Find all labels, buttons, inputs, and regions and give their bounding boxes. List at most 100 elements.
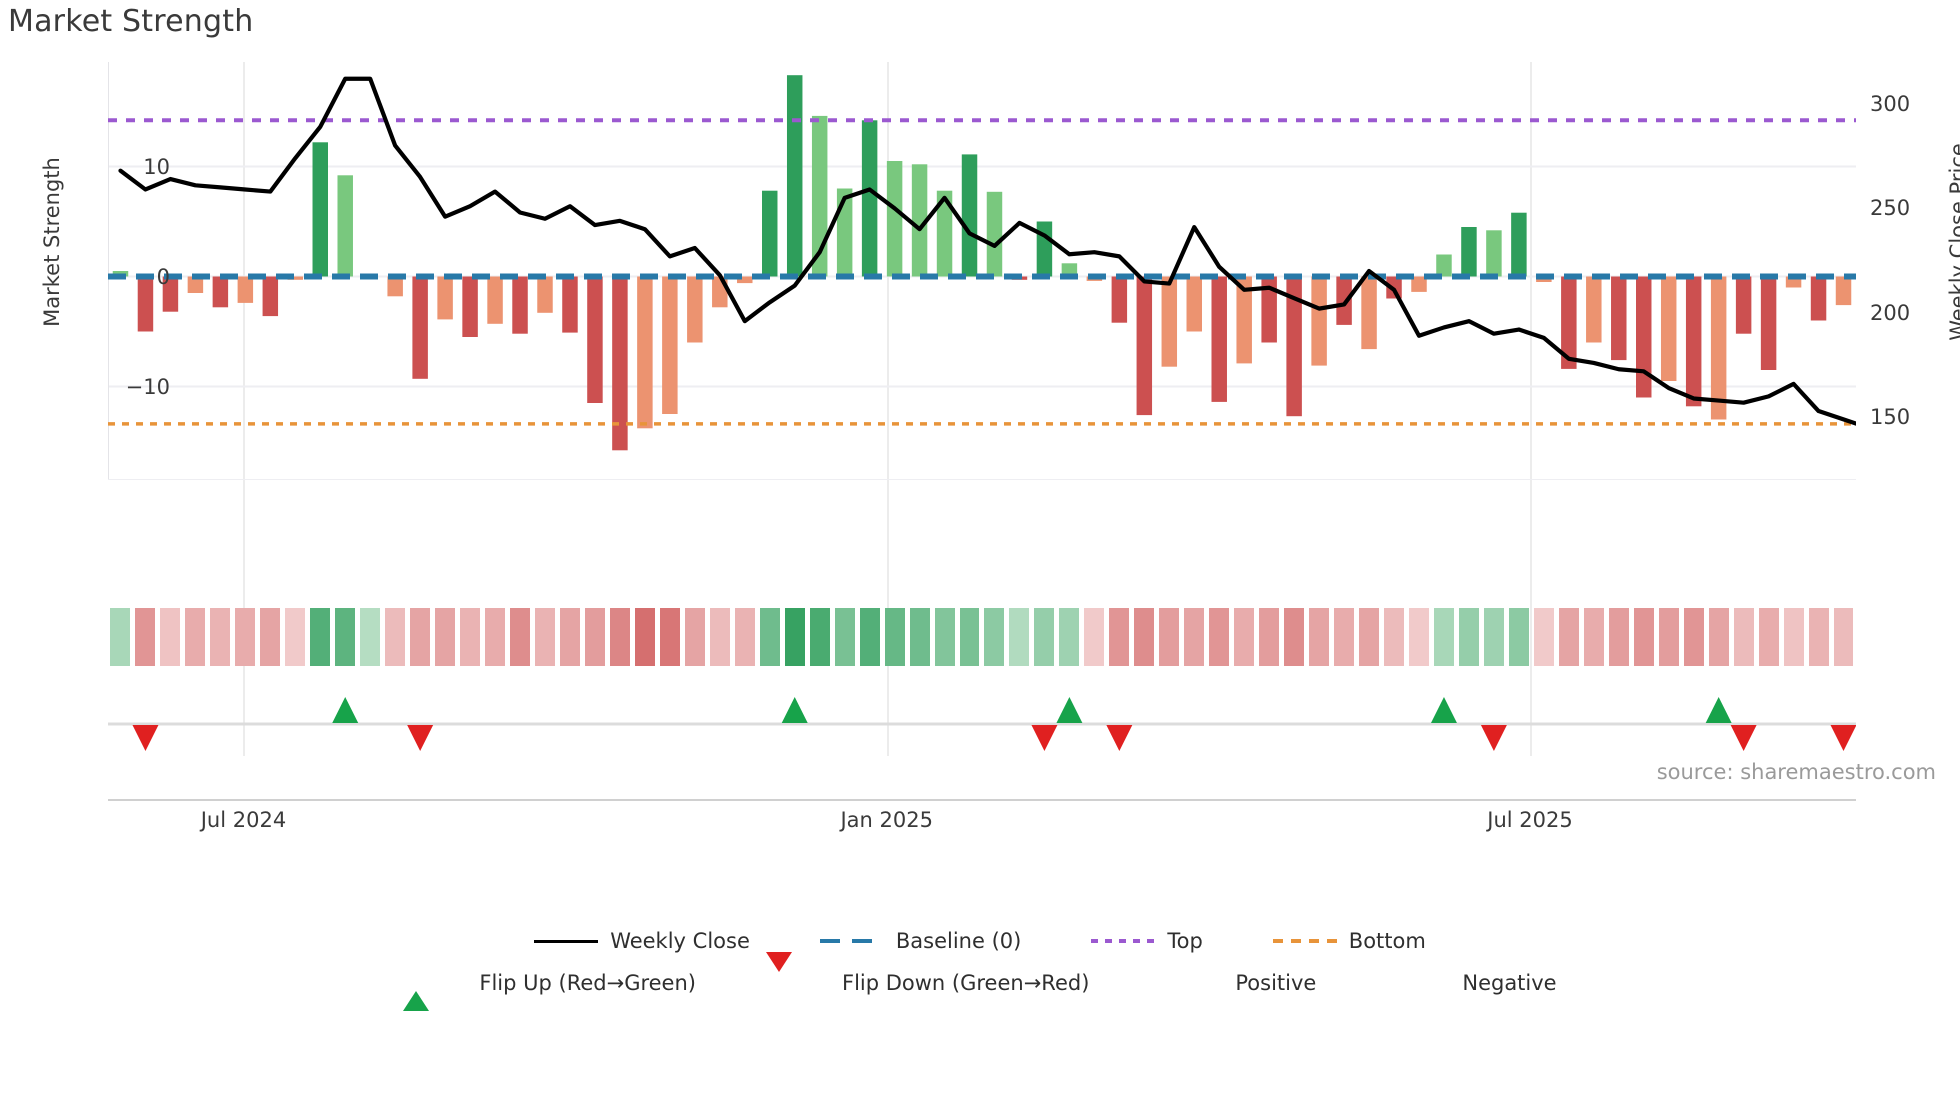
legend-item-label: Negative — [1462, 971, 1557, 995]
heat-strip-cell — [1633, 608, 1654, 666]
heat-strip-cell — [1209, 608, 1230, 666]
heat-strip-cell — [385, 608, 406, 666]
heat-strip-cell — [1384, 608, 1404, 666]
heat-strip-cell — [1359, 608, 1380, 666]
chart-legend: Weekly Close Baseline (0) Top Bottom Flip U… — [0, 920, 1960, 1011]
heat-strip-cell — [1334, 608, 1355, 666]
legend-item[interactable]: Bottom — [1272, 929, 1426, 953]
heat-strip-cell — [1458, 608, 1479, 666]
flip-up-marker — [332, 697, 359, 723]
heat-strip-cell — [1833, 608, 1854, 666]
heat-strip-cell — [709, 608, 730, 666]
heat-strip-cell — [1808, 608, 1829, 666]
strength-bar — [1810, 276, 1827, 321]
strength-bar — [337, 175, 353, 277]
heat-strip-cell — [1234, 608, 1255, 666]
legend-item[interactable]: Top — [1091, 929, 1203, 953]
strength-bar — [1336, 276, 1352, 325]
y-axis-right-label: Weekly Close Price — [1946, 143, 1960, 341]
legend-item[interactable]: Baseline (0) — [819, 929, 1022, 953]
legend-item[interactable]: Flip Down (Green→Red) — [765, 952, 1090, 995]
heat-strip-cell — [160, 608, 181, 666]
heat-strip-cell — [559, 608, 580, 666]
strength-bar — [237, 276, 254, 303]
x-axis-svg — [108, 799, 1856, 801]
strength-bar — [911, 164, 928, 277]
legend-item-label: Flip Down (Green→Red) — [841, 971, 1090, 995]
legend-item[interactable]: Weekly Close — [534, 929, 750, 953]
strength-bar — [137, 276, 154, 332]
heat-strip-cell — [1708, 608, 1729, 666]
strength-bar — [1486, 230, 1502, 277]
flip-down-marker — [1106, 725, 1133, 751]
heat-strip-cell — [1084, 608, 1105, 666]
heat-strip-cell — [984, 608, 1005, 666]
heat-strip-cell — [260, 608, 281, 666]
heat-strip-cell — [135, 608, 156, 666]
x-axis-tick-label: Jul 2024 — [200, 808, 287, 832]
flip-down-marker — [407, 725, 434, 751]
strength-bar — [1636, 276, 1652, 398]
legend-row-secondary: Flip Up (Red→Green) Flip Down (Green→Red)… — [0, 952, 1960, 1011]
strength-bar — [1586, 276, 1602, 343]
heat-strip-cell — [510, 608, 530, 666]
strength-bar — [487, 276, 503, 324]
heat-strip-area — [108, 608, 1856, 666]
heat-strip-cell — [759, 608, 780, 666]
heat-strip-cell — [1284, 608, 1305, 666]
legend-item-label: Baseline (0) — [895, 929, 1022, 953]
main-chart-svg — [107, 62, 1946, 481]
strength-bar — [662, 276, 678, 414]
y-axis-right-tick: 250 — [1870, 196, 1911, 221]
strength-bar — [811, 115, 828, 277]
heat-strip-cell — [634, 608, 655, 666]
heat-strip-cell — [684, 608, 705, 666]
legend-item[interactable]: Flip Up (Red→Green) — [403, 971, 696, 1011]
heat-strip-cell — [460, 608, 481, 666]
strength-bar — [1286, 276, 1302, 417]
heat-strip-cell — [1259, 608, 1280, 666]
strength-bar — [1411, 276, 1427, 292]
strength-bar — [1036, 221, 1053, 277]
heat-strip-cell — [1783, 608, 1804, 666]
strength-bar — [512, 276, 528, 334]
strength-bar — [262, 276, 279, 317]
heat-strip-cell — [1758, 608, 1779, 666]
strength-bar — [562, 276, 578, 333]
heat-strip-cell — [335, 608, 356, 666]
y-axis-left-tick: −10 — [125, 374, 170, 399]
legend-item-label: Bottom — [1348, 929, 1426, 953]
y-axis-left-tick: 10 — [143, 154, 170, 179]
heat-strip-cell — [1533, 608, 1554, 666]
y-axis-right-tick: 300 — [1870, 91, 1911, 116]
heat-strip-cell — [809, 608, 830, 666]
strength-bar — [1611, 276, 1627, 361]
strength-bar — [162, 276, 179, 312]
strength-bar — [412, 276, 428, 379]
heat-strip-cell — [884, 608, 905, 666]
strength-bar — [1835, 276, 1852, 306]
flip-up-marker — [1056, 697, 1083, 723]
strength-bar — [1710, 276, 1727, 420]
y-axis-left-label: Market Strength — [40, 157, 64, 327]
heat-strip-cell — [934, 608, 955, 666]
flip-down-marker — [1480, 725, 1507, 751]
x-axis-tick-label: Jul 2025 — [1487, 808, 1573, 832]
flip-markers-area — [108, 690, 1857, 756]
heat-strip-cell — [1508, 608, 1529, 666]
legend-item[interactable]: Negative — [1386, 971, 1556, 995]
strength-bar — [187, 276, 204, 293]
heat-strip-cell — [909, 608, 930, 666]
heat-strip-cell — [1034, 608, 1055, 666]
heat-strip-cell — [1733, 608, 1754, 666]
heat-strip-cell — [535, 608, 555, 666]
legend-item[interactable]: Positive — [1159, 971, 1316, 995]
flip-down-triangle-icon — [765, 952, 830, 994]
strength-bar — [762, 190, 778, 277]
heat-strip-cell — [659, 608, 680, 666]
strength-bar — [961, 154, 978, 277]
bottom-dashed-icon — [1272, 930, 1337, 952]
legend-item-label: Flip Up (Red→Green) — [479, 971, 696, 995]
page-title: Market Strength — [8, 4, 254, 39]
y-axis-right-tick: 150 — [1870, 405, 1911, 430]
